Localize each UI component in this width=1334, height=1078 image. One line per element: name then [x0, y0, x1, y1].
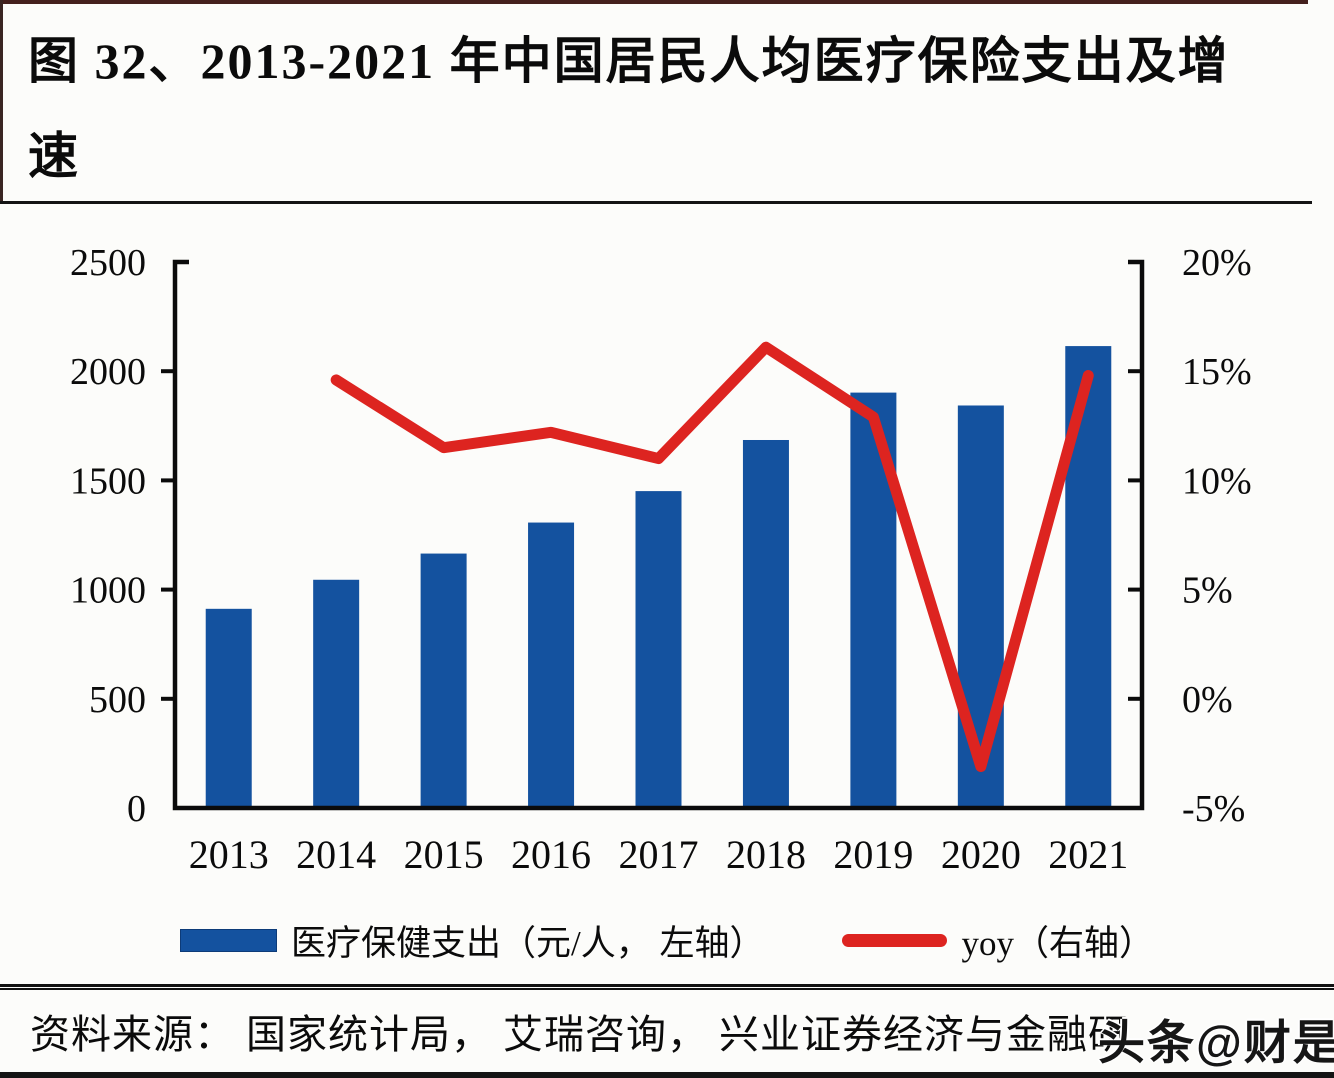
legend-item-yoy: yoy（右轴） — [842, 915, 1154, 966]
source-attribution: 资料来源： 国家统计局， 艾瑞咨询， 兴业证券经济与金融研 — [30, 1012, 1129, 1057]
left-axis-label-0: 0 — [127, 788, 146, 830]
bar-2014 — [313, 579, 360, 808]
left-axis-label-1000: 1000 — [70, 570, 146, 612]
line-series-label: yoy（右轴） — [961, 923, 1154, 963]
x-axis-label-2017: 2017 — [619, 832, 699, 877]
bar-2016 — [528, 522, 575, 808]
bar-2017 — [635, 491, 682, 808]
x-axis-label-2015: 2015 — [404, 832, 484, 877]
right-axis-label-20%: 20% — [1182, 242, 1252, 284]
top-border — [0, 0, 1308, 4]
figure-title: 图 32、2013-2021 年中国居民人均医疗保险支出及增 速 — [28, 14, 1320, 204]
bar-series-swatch — [180, 928, 277, 952]
line-series-swatch — [842, 933, 948, 947]
left-axis-label-2000: 2000 — [70, 351, 146, 393]
right-axis-label--5%: -5% — [1182, 788, 1245, 830]
right-axis-label-10%: 10% — [1182, 460, 1252, 502]
bar-2020 — [957, 405, 1004, 808]
bar-series-label: 医疗保健支出（元/人， 左轴） — [291, 923, 765, 963]
legend-item-expenditure: 医疗保健支出（元/人， 左轴） — [180, 915, 764, 966]
right-axis-label-0%: 0% — [1182, 679, 1233, 721]
watermark-text: 头条@财是 — [1098, 1016, 1334, 1069]
left-axis-label-2500: 2500 — [70, 242, 146, 284]
bar-2018 — [742, 439, 789, 808]
x-axis-label-2021: 2021 — [1048, 832, 1128, 877]
x-axis-label-2020: 2020 — [941, 832, 1021, 877]
x-axis-label-2019: 2019 — [833, 832, 913, 877]
bar-2013 — [205, 608, 252, 808]
left-axis-label-500: 500 — [89, 679, 146, 721]
right-axis-label-15%: 15% — [1182, 351, 1252, 393]
figure-title-line-2: 速 — [28, 128, 80, 184]
right-axis-label-5%: 5% — [1182, 570, 1233, 612]
x-axis-label-2018: 2018 — [726, 832, 806, 877]
yoy-line — [330, 341, 1094, 773]
chart-legend: 医疗保健支出（元/人， 左轴） yoy（右轴） — [0, 918, 1334, 963]
bar-2015 — [420, 553, 467, 808]
left-axis-label-1500: 1500 — [70, 460, 146, 502]
figure-title-line-1: 图 32、2013-2021 年中国居民人均医疗保险支出及增 — [28, 33, 1230, 89]
source-divider-rule — [0, 984, 1334, 990]
x-axis-label-2016: 2016 — [511, 832, 591, 877]
x-axis-label-2013: 2013 — [189, 832, 269, 877]
bottom-border — [0, 1072, 1334, 1078]
left-border — [0, 0, 3, 203]
x-axis-label-2014: 2014 — [296, 832, 376, 877]
title-divider-rule — [0, 201, 1312, 204]
axes-frame — [172, 259, 1145, 811]
